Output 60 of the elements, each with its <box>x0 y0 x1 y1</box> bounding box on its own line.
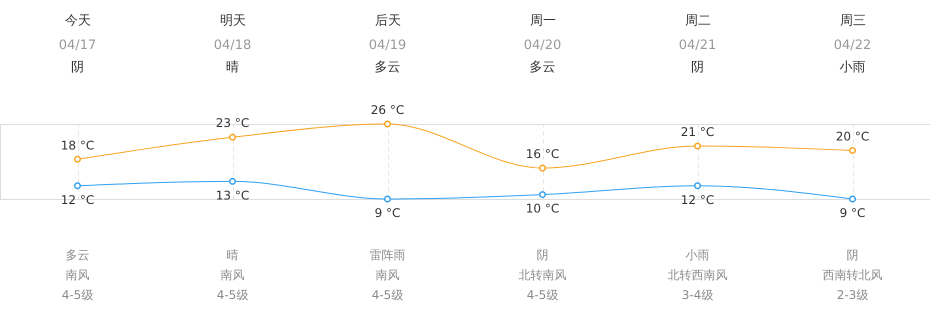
text: 南风 <box>220 268 244 282</box>
data-label: 13 °C <box>216 188 250 202</box>
point <box>694 182 701 190</box>
point <box>539 164 546 172</box>
text: 小雨 <box>840 60 866 75</box>
text: 4-5级 <box>62 288 94 302</box>
point <box>74 182 81 190</box>
text: 南风 <box>66 268 90 282</box>
x-tick-label: 今天 <box>65 14 91 28</box>
text: 多云 <box>66 248 90 262</box>
x-tick-label: 周三 <box>840 14 866 28</box>
text: 4-5级 <box>526 288 558 302</box>
data-label: 16 °C <box>526 147 560 162</box>
x-tick-label: 周一 <box>530 14 556 28</box>
data-label: 9 °C <box>374 206 400 220</box>
data-label: 18 °C <box>60 138 94 152</box>
text: 04/20 <box>524 38 562 53</box>
text: 04/19 <box>368 38 406 53</box>
text: 北转西南风 <box>668 268 728 282</box>
data-label: 20 °C <box>836 129 870 144</box>
point <box>849 196 856 202</box>
point <box>539 191 546 198</box>
text: 雷阵雨 <box>370 248 406 262</box>
text: 小雨 <box>686 248 710 262</box>
text: 2-3级 <box>836 288 868 302</box>
point <box>229 178 236 185</box>
text: 多云 <box>530 60 556 75</box>
data-label: 12 °C <box>60 192 94 207</box>
x-tick-label: 周二 <box>685 14 711 28</box>
point <box>849 146 856 154</box>
data-label: 26 °C <box>370 103 404 117</box>
point <box>384 196 391 202</box>
text: 晴 <box>226 248 238 262</box>
text: 阴 <box>536 248 548 262</box>
text: 南风 <box>376 268 400 282</box>
data-label: 9 °C <box>840 206 866 220</box>
text: 04/21 <box>678 38 716 53</box>
data-label: 10 °C <box>526 202 560 216</box>
x-tick-label: 后天 <box>375 14 401 28</box>
point <box>74 156 81 163</box>
text: 西南转北风 <box>822 268 882 282</box>
text: 晴 <box>226 60 239 75</box>
text: 04/22 <box>834 38 872 53</box>
data-label: 23 °C <box>216 116 250 130</box>
text: 4-5级 <box>372 288 404 302</box>
text: 04/17 <box>58 38 96 53</box>
data-label: 21 °C <box>680 125 714 140</box>
text: 04/18 <box>214 38 252 53</box>
text: 北转南风 <box>518 268 566 282</box>
text: 4-5级 <box>216 288 248 302</box>
point <box>229 134 236 141</box>
x-tick-label: 明天 <box>220 14 246 28</box>
text: 阴 <box>691 60 704 75</box>
point <box>694 142 701 150</box>
text: 阴 <box>846 248 858 262</box>
data-label: 12 °C <box>680 192 714 207</box>
point <box>384 120 391 128</box>
text: 多云 <box>374 60 400 75</box>
text: 3-4级 <box>682 288 714 302</box>
text: 阴 <box>71 60 84 75</box>
